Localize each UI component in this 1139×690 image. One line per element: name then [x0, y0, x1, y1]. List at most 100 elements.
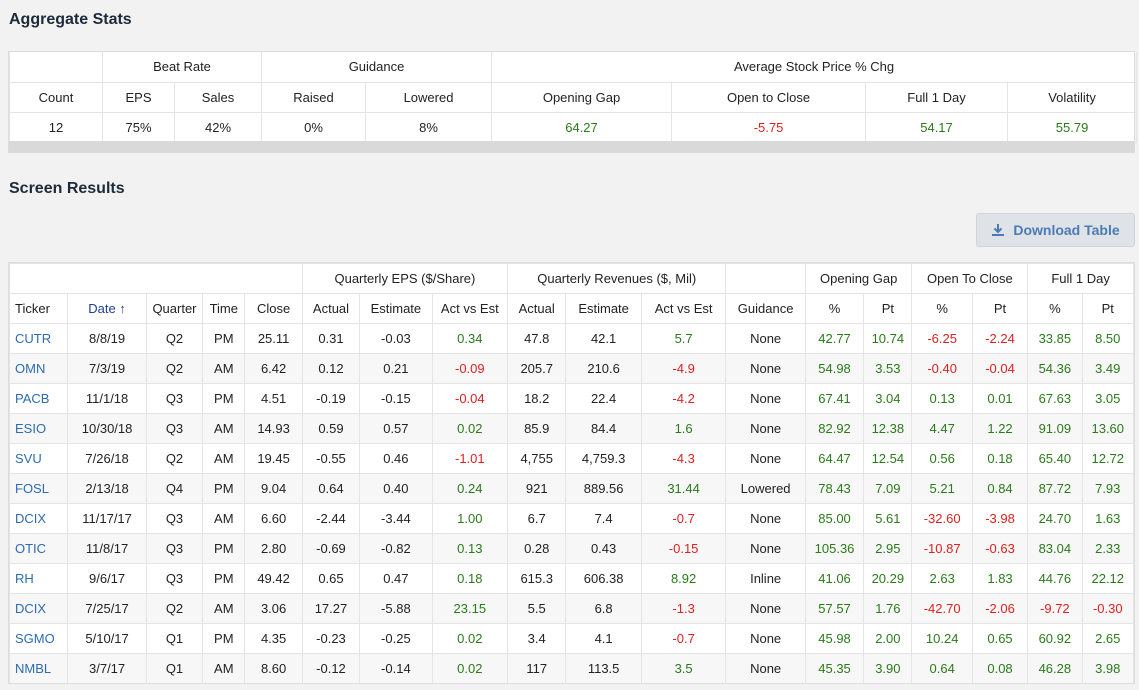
otc-pt-cell: 0.18: [971, 443, 1029, 474]
otc-pt-cell: 1.22: [971, 413, 1029, 444]
otc-pt-column-header[interactable]: Pt: [971, 293, 1029, 324]
full-pt-column-header[interactable]: Pt: [1081, 293, 1134, 324]
full-pct-cell: 46.28: [1027, 653, 1083, 683]
rev-estimate-column-header[interactable]: Estimate: [565, 293, 642, 324]
guidance-group-blank: [725, 263, 806, 294]
rev-act-vs-est-cell: -4.2: [640, 383, 727, 414]
quarter-cell: Q2: [145, 443, 204, 474]
horizontal-scrollbar[interactable]: [9, 141, 1134, 152]
time-column-header[interactable]: Time: [202, 293, 246, 324]
full-1-day-group-header: Full 1 Day: [1027, 263, 1134, 294]
ticker-column-header[interactable]: Ticker: [9, 293, 69, 324]
full-1-day-header: Full 1 Day: [865, 81, 1009, 113]
beat-rate-header: Beat Rate: [101, 52, 263, 83]
gap-pt-cell: 10.74: [863, 323, 913, 354]
rev-estimate-cell: 22.4: [565, 383, 642, 414]
gap-pt-cell: 5.61: [863, 503, 913, 534]
rev-estimate-cell: 6.8: [565, 593, 642, 624]
ticker-cell[interactable]: NMBL: [9, 653, 69, 683]
rev-act-vs-est-cell: 5.7: [640, 323, 727, 354]
date-cell: 11/17/17: [67, 503, 147, 534]
full-pct-cell: 33.85: [1027, 323, 1083, 354]
time-cell: AM: [202, 593, 246, 624]
otc-pct-column-header[interactable]: %: [911, 293, 973, 324]
volatility-header: Volatility: [1007, 81, 1138, 113]
ticker-cell[interactable]: SVU: [9, 443, 69, 474]
rev-actual-cell: 921: [507, 473, 567, 504]
eps-actual-cell: 0.12: [301, 353, 361, 384]
ticker-cell[interactable]: RH: [9, 563, 69, 594]
close-cell: 6.42: [244, 353, 303, 384]
gap-pt-cell: 12.38: [863, 413, 913, 444]
rev-estimate-cell: 42.1: [565, 323, 642, 354]
close-cell: 14.93: [244, 413, 303, 444]
date-cell: 7/25/17: [67, 593, 147, 624]
ticker-cell[interactable]: SGMO: [9, 623, 69, 654]
guidance-cell: None: [725, 593, 806, 624]
close-cell: 3.06: [244, 593, 303, 624]
quarter-column-header[interactable]: Quarter: [145, 293, 204, 324]
results-header-blank: [9, 263, 303, 294]
gap-pt-column-header[interactable]: Pt: [863, 293, 913, 324]
time-cell: AM: [202, 353, 246, 384]
ticker-cell[interactable]: OMN: [9, 353, 69, 384]
eps-actual-cell: 17.27: [301, 593, 361, 624]
ticker-cell[interactable]: PACB: [9, 383, 69, 414]
rev-actual-cell: 4,755: [507, 443, 567, 474]
date-column-header[interactable]: Date ↑: [67, 293, 147, 324]
eps-actual-column-header[interactable]: Actual: [301, 293, 361, 324]
full-pt-cell: 2.33: [1081, 533, 1134, 564]
otc-pt-cell: 1.83: [971, 563, 1029, 594]
full-pct-cell: 91.09: [1027, 413, 1083, 444]
volatility-value: 55.79: [1007, 111, 1138, 143]
time-cell: PM: [202, 563, 246, 594]
ticker-cell[interactable]: CUTR: [9, 323, 69, 354]
close-cell: 2.80: [244, 533, 303, 564]
download-table-button[interactable]: Download Table: [976, 213, 1135, 247]
full-pt-cell: 22.12: [1081, 563, 1134, 594]
full-pct-cell: 67.63: [1027, 383, 1083, 414]
rev-estimate-cell: 606.38: [565, 563, 642, 594]
eps-act-vs-est-column-header[interactable]: Act vs Est: [431, 293, 509, 324]
gap-pct-cell: 67.41: [804, 383, 865, 414]
ticker-cell[interactable]: OTIC: [9, 533, 69, 564]
full-pct-column-header[interactable]: %: [1027, 293, 1083, 324]
table-row: DCIX 7/25/17 Q2 AM 3.06 17.27 -5.88 23.15 5.5 6.8…: [9, 593, 1134, 624]
full-1-day-value: 54.17: [865, 111, 1009, 143]
time-cell: PM: [202, 533, 246, 564]
rev-actual-column-header[interactable]: Actual: [507, 293, 567, 324]
guidance-column-header[interactable]: Guidance: [725, 293, 806, 324]
rev-act-vs-est-cell: -1.3: [640, 593, 727, 624]
gap-pct-cell: 82.92: [804, 413, 865, 444]
gap-pct-cell: 54.98: [804, 353, 865, 384]
guidance-cell: None: [725, 413, 806, 444]
eps-estimate-column-header[interactable]: Estimate: [359, 293, 433, 324]
full-pt-cell: 12.72: [1081, 443, 1134, 474]
gap-pct-cell: 64.47: [804, 443, 865, 474]
close-column-header[interactable]: Close: [244, 293, 303, 324]
otc-pt-cell: -0.04: [971, 353, 1029, 384]
close-cell: 4.35: [244, 623, 303, 654]
ticker-cell[interactable]: FOSL: [9, 473, 69, 504]
quarter-cell: Q2: [145, 353, 204, 384]
eps-actual-cell: -2.44: [301, 503, 361, 534]
quarter-cell: Q3: [145, 383, 204, 414]
ticker-cell[interactable]: DCIX: [9, 593, 69, 624]
gap-pct-cell: 42.77: [804, 323, 865, 354]
ticker-cell[interactable]: ESIO: [9, 413, 69, 444]
download-table-label: Download Table: [1013, 222, 1120, 238]
guidance-cell: Lowered: [725, 473, 806, 504]
time-cell: AM: [202, 653, 246, 683]
quarter-cell: Q2: [145, 593, 204, 624]
rev-act-vs-est-column-header[interactable]: Act vs Est: [640, 293, 727, 324]
rev-act-vs-est-cell: -4.3: [640, 443, 727, 474]
eps-act-vs-est-cell: 0.13: [431, 533, 509, 564]
raised-header: Raised: [261, 81, 367, 113]
quarter-cell: Q2: [145, 323, 204, 354]
guidance-cell: None: [725, 503, 806, 534]
rev-estimate-cell: 7.4: [565, 503, 642, 534]
close-cell: 9.04: [244, 473, 303, 504]
ticker-cell[interactable]: DCIX: [9, 503, 69, 534]
gap-pct-column-header[interactable]: %: [804, 293, 865, 324]
full-pt-cell: 1.63: [1081, 503, 1134, 534]
